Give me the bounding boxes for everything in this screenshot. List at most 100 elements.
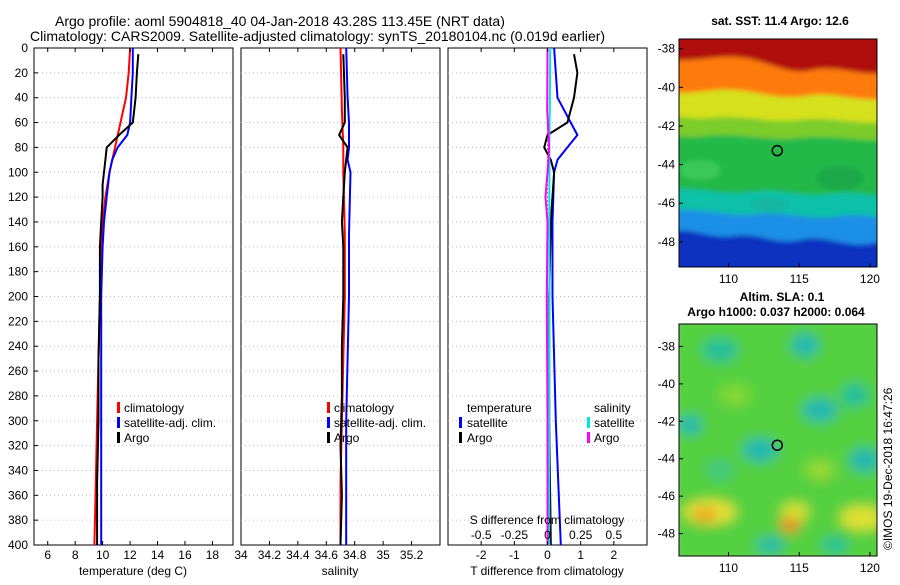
series-line-t-satellite [551, 47, 579, 546]
x-tick-label: 6 [44, 548, 51, 562]
map-y-tick-label: -46 [658, 196, 676, 210]
figure-title-line1: Argo profile: aoml 5904818_40 04-Jan-201… [55, 13, 505, 29]
temperature-axes-frame [33, 47, 234, 546]
imos-watermark: ©IMOS 19-Dec-2018 16:47:26 [881, 387, 895, 550]
x-tick-label: 16 [178, 548, 192, 562]
y-tick-label: 400 [8, 538, 28, 552]
y-tick-label: 200 [8, 290, 28, 304]
difference-legend-salinity: salinity satellite Argo [587, 401, 635, 445]
salinity-legend-climatology: climatology [334, 401, 394, 415]
x-tick-label: 8 [72, 548, 79, 562]
series-line-s-argo [544, 47, 551, 545]
legend-s-satellite-swatch [587, 417, 590, 428]
salinity-legend-swatch-satellite [327, 417, 330, 428]
series-line-argo [96, 54, 140, 545]
map-x-tick-label: 120 [860, 561, 880, 575]
salinity-legend: climatology satellite-adj. clim. Argo [327, 401, 426, 445]
x-tick-label: 2 [610, 548, 617, 562]
salinity-xlabel: salinity [322, 564, 359, 578]
s-tick-label: 0.5 [605, 528, 622, 542]
x-tick-label: 18 [206, 548, 220, 562]
sla-field [679, 324, 877, 556]
salinity-legend-swatch-argo [327, 432, 330, 443]
y-tick-label: 80 [15, 140, 29, 154]
temperature-legend-satellite: satellite-adj. clim. [124, 416, 216, 430]
s-tick-label: -0.5 [471, 528, 492, 542]
legend-t-satellite: satellite [467, 416, 508, 430]
x-tick-label: 1 [577, 548, 584, 562]
legend-t-satellite-swatch [459, 417, 462, 428]
map-y-tick-label: -44 [658, 158, 676, 172]
y-tick-label: 240 [8, 339, 28, 353]
map-y-tick-label: -40 [658, 80, 676, 94]
s-tick-label: -0.25 [501, 528, 529, 542]
x-tick-label: 35.2 [400, 548, 424, 562]
x-tick-label: 34.6 [315, 548, 339, 562]
x-tick-label: 34 [234, 548, 248, 562]
legend-salinity-title: salinity [594, 401, 631, 415]
series-line-satellite-adj-clim- [100, 48, 134, 545]
x-tick-label: 0 [544, 548, 551, 562]
sst-map-title: sat. SST: 11.4 Argo: 12.6 [711, 14, 849, 28]
series-line-climatology [93, 47, 132, 546]
temperature-xlabel: temperature (deg C) [79, 564, 187, 578]
y-tick-label: 120 [8, 190, 28, 204]
x-tick-label: 34.8 [343, 548, 367, 562]
y-tick-label: 20 [15, 66, 29, 80]
y-tick-label: 260 [8, 364, 28, 378]
salinity-legend-argo: Argo [334, 431, 360, 445]
y-tick-label: 180 [8, 265, 28, 279]
x-tick-label: -1 [509, 548, 520, 562]
y-tick-label: 380 [8, 513, 28, 527]
sst-map-panel: sat. SST: 11.4 Argo: 12.6 110 115 120 -38 -… [658, 14, 881, 286]
legend-s-argo-swatch [587, 432, 590, 443]
legend-s-satellite: satellite [594, 416, 635, 430]
sla-map-frame [678, 323, 878, 557]
map-y-tick-label: -44 [658, 452, 676, 466]
y-tick-label: 320 [8, 439, 28, 453]
x-tick-label: -2 [476, 548, 487, 562]
sst-field [679, 39, 877, 267]
temperature-panel: 6 8 10 12 14 16 18 0 20 40 60 80 100 120 140 160 180 200… [8, 41, 234, 578]
legend-temperature-title: temperature [467, 401, 532, 415]
map-y-tick-label: -48 [658, 235, 676, 249]
series-line-satellite-adj-clim- [345, 47, 352, 545]
x-tick-label: 10 [96, 548, 110, 562]
temperature-legend-swatch-satellite [117, 417, 120, 428]
x-tick-label: 14 [151, 548, 165, 562]
map-y-tick-label: -48 [658, 527, 676, 541]
series-line-s-satellite [548, 47, 552, 545]
map-x-tick-label: 120 [860, 272, 880, 286]
x-tick-label: 34.4 [286, 548, 310, 562]
y-tick-label: 220 [8, 314, 28, 328]
difference-panel: -2 -1 0 1 2 -0.5 -0.25 0 0.25 0.5 S difference f… [447, 47, 648, 578]
temperature-legend-swatch-argo [117, 432, 120, 443]
x-tick-label: 35 [376, 548, 390, 562]
y-tick-label: 0 [21, 41, 28, 55]
y-tick-label: 40 [15, 91, 29, 105]
map-y-tick-label: -46 [658, 489, 676, 503]
legend-t-argo-swatch [459, 432, 462, 443]
map-y-tick-label: -38 [658, 339, 676, 353]
sla-map-title: Altim. SLA: 0.1 [740, 290, 825, 304]
map-x-tick-label: 115 [790, 272, 809, 286]
map-y-tick-label: -42 [658, 119, 676, 133]
y-tick-label: 140 [8, 215, 28, 229]
temperature-legend: climatology satellite-adj. clim. Argo [117, 401, 216, 445]
salinity-legend-satellite: satellite-adj. clim. [334, 416, 426, 430]
map-y-tick-label: -40 [658, 377, 676, 391]
s-difference-label: S difference from climatology [470, 513, 625, 527]
s-tick-label: 0 [544, 528, 551, 542]
figure-title-line2: Climatology: CARS2009. Satellite-adjuste… [30, 28, 605, 44]
sla-argo-position-marker [771, 439, 784, 451]
legend-t-argo: Argo [467, 431, 493, 445]
series-line-argo [338, 54, 349, 546]
salinity-panel: 34 34.2 34.4 34.6 34.8 35 35.2 salinity climat… [234, 47, 441, 578]
map-x-tick-label: 115 [790, 561, 809, 575]
y-tick-label: 300 [8, 414, 28, 428]
y-tick-label: 340 [8, 463, 28, 477]
s-tick-label: 0.25 [569, 528, 593, 542]
sla-map-panel: Altim. SLA: 0.1 Argo h1000: 0.037 h2000:… [658, 290, 881, 575]
temperature-legend-argo: Argo [124, 431, 150, 445]
